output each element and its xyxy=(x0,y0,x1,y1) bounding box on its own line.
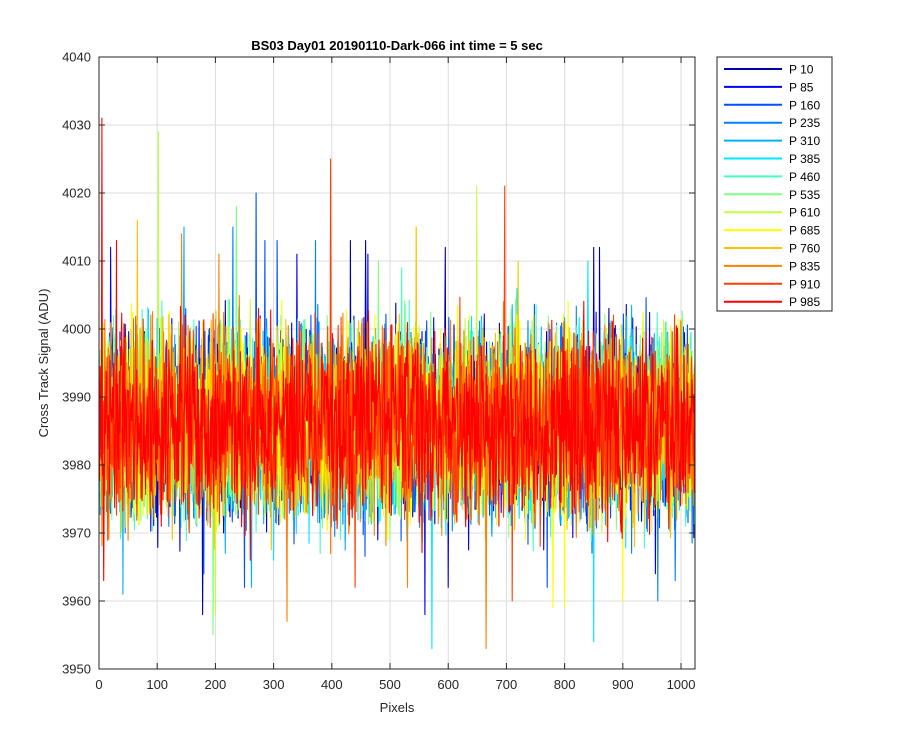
x-tick-label: 900 xyxy=(612,677,634,692)
legend-label: P 535 xyxy=(789,188,820,202)
y-tick-label: 4010 xyxy=(62,254,91,269)
legend-label: P 385 xyxy=(789,152,820,166)
y-tick-label: 4030 xyxy=(62,118,91,133)
y-tick-label: 4020 xyxy=(62,186,91,201)
x-tick-label: 500 xyxy=(379,677,401,692)
x-tick-label: 1000 xyxy=(667,677,696,692)
y-tick-label: 4000 xyxy=(62,322,91,337)
legend-label: P 685 xyxy=(789,224,820,238)
y-tick-label: 3980 xyxy=(62,458,91,473)
y-tick-label: 3950 xyxy=(62,662,91,677)
x-tick-label: 0 xyxy=(95,677,102,692)
legend-label: P 160 xyxy=(789,98,820,112)
axis-ticks: 0 100 200 300 400 500 600 700 800 900 1000 3950 3960… xyxy=(62,50,695,693)
y-tick-label: 3970 xyxy=(62,526,91,541)
x-tick-label: 400 xyxy=(321,677,343,692)
series-line-p-985 xyxy=(99,117,695,582)
plot-frame xyxy=(98,56,696,670)
y-axis-label: Cross Track Signal (ADU) xyxy=(36,289,51,438)
x-tick-label: 100 xyxy=(146,677,168,692)
legend-label: P 310 xyxy=(789,134,820,148)
series-layer xyxy=(99,117,695,650)
legend-label: P 910 xyxy=(789,277,820,291)
x-axis-label: Pixels xyxy=(380,700,415,715)
x-tick-label: 700 xyxy=(496,677,518,692)
legend: P 10 P 85 P 160 P 235 P 310 P 385 P 460 P 535 P … xyxy=(716,56,833,312)
y-tick-label: 3960 xyxy=(62,594,91,609)
x-tick-label: 300 xyxy=(263,677,285,692)
legend-label: P 460 xyxy=(789,170,820,184)
x-tick-label: 200 xyxy=(205,677,227,692)
chart-title: BS03 Day01 20190110-Dark-066 int time = … xyxy=(251,38,543,53)
legend-label: P 610 xyxy=(789,206,820,220)
y-tick-label: 3990 xyxy=(62,390,91,405)
legend-label: P 835 xyxy=(789,259,820,273)
legend-label: P 85 xyxy=(789,80,814,94)
x-tick-label: 600 xyxy=(437,677,459,692)
legend-label: P 235 xyxy=(789,116,820,130)
legend-label: P 10 xyxy=(789,63,814,77)
legend-box xyxy=(716,56,833,312)
legend-label: P 760 xyxy=(789,242,820,256)
y-tick-label: 4040 xyxy=(62,50,91,65)
legend-label: P 985 xyxy=(789,295,820,309)
x-tick-label: 800 xyxy=(554,677,576,692)
